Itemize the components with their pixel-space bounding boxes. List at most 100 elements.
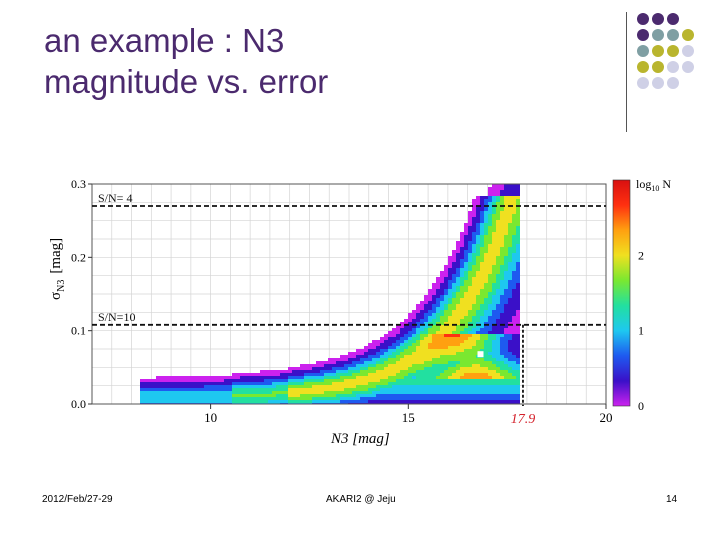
- heatmap-cell: [444, 397, 448, 400]
- heatmap-cell: [464, 400, 468, 403]
- decor-dot: [637, 13, 649, 25]
- heatmap-cell: [496, 232, 500, 235]
- heatmap-cell: [420, 322, 424, 325]
- heatmap-cell: [388, 364, 392, 367]
- heatmap-cell: [396, 376, 400, 379]
- heatmap-cell: [448, 325, 452, 328]
- heatmap-cell: [204, 385, 208, 388]
- heatmap-cell: [348, 376, 352, 379]
- heatmap-cell: [440, 397, 444, 400]
- heatmap-cell: [372, 385, 376, 388]
- heatmap-cell: [384, 355, 388, 358]
- heatmap-cell: [460, 361, 464, 364]
- heatmap-cell: [408, 394, 412, 397]
- heatmap-cell: [468, 286, 472, 289]
- heatmap-cell: [352, 385, 356, 388]
- heatmap-cell: [392, 340, 396, 343]
- heatmap-cell: [468, 226, 472, 229]
- heatmap-cell: [440, 358, 444, 361]
- heatmap-cell: [332, 394, 336, 397]
- heatmap-cell: [508, 223, 512, 226]
- heatmap-cell: [248, 400, 252, 403]
- heatmap-cell: [168, 391, 172, 394]
- heatmap-cell: [368, 382, 372, 385]
- heatmap-cell: [452, 307, 456, 310]
- heatmap-cell: [144, 382, 148, 385]
- heatmap-cell: [420, 382, 424, 385]
- heatmap-cell: [440, 304, 444, 307]
- heatmap-cell: [492, 256, 496, 259]
- heatmap-cell: [428, 400, 432, 403]
- heatmap-cell: [412, 400, 416, 403]
- heatmap-cell: [428, 361, 432, 364]
- heatmap-cell: [460, 316, 464, 319]
- heatmap-cell: [432, 358, 436, 361]
- heatmap-cell: [344, 385, 348, 388]
- heatmap-cell: [484, 244, 488, 247]
- heatmap-cell: [452, 265, 456, 268]
- heatmap-cell: [388, 367, 392, 370]
- heatmap-cell: [496, 319, 500, 322]
- heatmap-cell: [456, 394, 460, 397]
- reference-line-label: S/N= 4: [98, 191, 132, 205]
- heatmap-cell: [400, 376, 404, 379]
- heatmap-cell: [512, 193, 516, 196]
- heatmap-cell: [340, 361, 344, 364]
- heatmap-cell: [476, 385, 480, 388]
- heatmap-cell: [264, 391, 268, 394]
- heatmap-cell: [516, 310, 520, 313]
- heatmap-cell: [360, 379, 364, 382]
- heatmap-cell: [224, 382, 228, 385]
- heatmap-cell: [484, 283, 488, 286]
- heatmap-cell: [248, 382, 252, 385]
- heatmap-cell: [284, 400, 288, 403]
- heatmap-cell: [480, 346, 484, 349]
- heatmap-cell: [512, 373, 516, 376]
- heatmap-cell: [292, 379, 296, 382]
- heatmap-cell: [440, 271, 444, 274]
- heatmap-cell: [376, 364, 380, 367]
- heatmap-cell: [200, 391, 204, 394]
- heatmap-cell: [428, 310, 432, 313]
- heatmap-cell: [424, 349, 428, 352]
- heatmap-cell: [340, 391, 344, 394]
- heatmap-cell: [408, 331, 412, 334]
- heatmap-cell: [460, 241, 464, 244]
- heatmap-cell: [288, 382, 292, 385]
- heatmap-cell: [452, 376, 456, 379]
- heatmap-cell: [516, 283, 520, 286]
- heatmap-cell: [436, 340, 440, 343]
- heatmap-cell: [264, 394, 268, 397]
- heatmap-cell: [192, 391, 196, 394]
- heatmap-cell: [476, 202, 480, 205]
- heatmap-cell: [160, 379, 164, 382]
- heatmap-cell: [276, 382, 280, 385]
- heatmap-cell: [456, 358, 460, 361]
- heatmap-cell: [284, 382, 288, 385]
- heatmap-cell: [404, 370, 408, 373]
- heatmap-cell: [508, 232, 512, 235]
- heatmap-cell: [456, 280, 460, 283]
- heatmap-cell: [160, 397, 164, 400]
- heatmap-cell: [392, 331, 396, 334]
- heatmap-cell: [500, 199, 504, 202]
- heatmap-cell: [404, 364, 408, 367]
- heatmap-cell: [396, 394, 400, 397]
- heatmap-cell: [416, 385, 420, 388]
- heatmap-cell: [236, 388, 240, 391]
- heatmap-cell: [220, 397, 224, 400]
- heatmap-cell: [512, 265, 516, 268]
- heatmap-cell: [196, 379, 200, 382]
- heatmap-cell: [472, 379, 476, 382]
- heatmap-cell: [448, 304, 452, 307]
- heatmap-cell: [444, 370, 448, 373]
- heatmap-cell: [256, 400, 260, 403]
- heatmap-cell: [484, 346, 488, 349]
- heatmap-cell: [508, 274, 512, 277]
- heatmap-core: [477, 351, 484, 358]
- heatmap-cell: [480, 280, 484, 283]
- heatmap-cell: [416, 352, 420, 355]
- heatmap-cell: [264, 385, 268, 388]
- heatmap-cell: [300, 379, 304, 382]
- heatmap-cell: [392, 397, 396, 400]
